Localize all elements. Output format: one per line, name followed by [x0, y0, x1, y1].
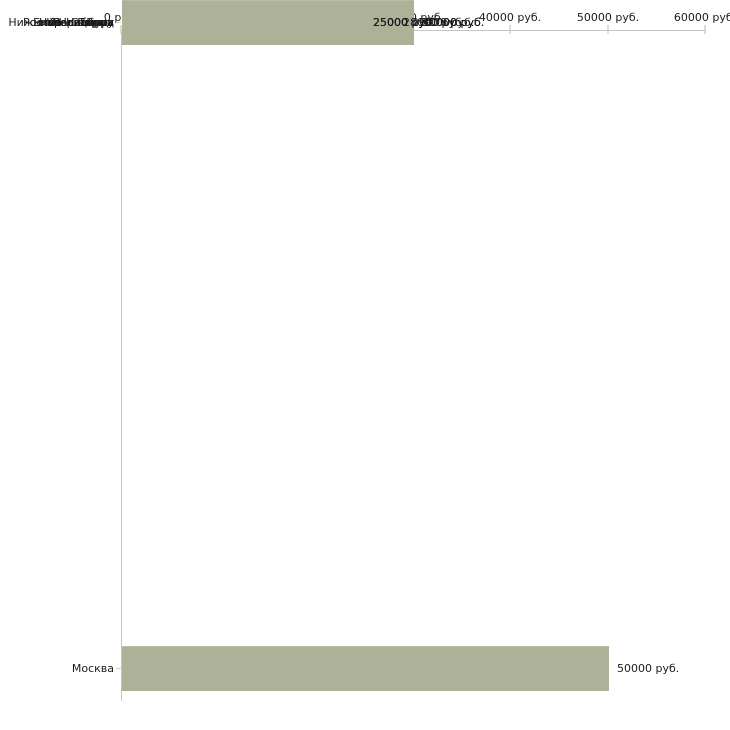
bar [122, 0, 365, 45]
category-label: Самара [70, 16, 114, 29]
category-label: Пермь [77, 16, 114, 29]
value-label: 25000 руб. [373, 16, 436, 29]
value-label: 29000 руб. [412, 16, 475, 29]
value-label: 30000 руб. [422, 16, 485, 29]
category-label: Нижний Новгород [8, 16, 114, 29]
bar [122, 646, 609, 691]
value-label: 30000 руб. [422, 16, 485, 29]
category-label: Ростов-На-Дону [22, 16, 114, 29]
x-tick-mark [509, 25, 511, 34]
x-tick-label: 60000 руб. [673, 11, 730, 24]
y-tick-mark [116, 22, 121, 23]
value-label: 50000 руб. [617, 662, 680, 675]
value-label: 30000 руб. [422, 16, 485, 29]
x-tick-label: 40000 руб. [478, 11, 542, 24]
x-tick-mark [704, 25, 706, 34]
value-label: 25000 руб. [373, 16, 436, 29]
x-tick-mark [607, 25, 609, 34]
x-tick-mark [120, 25, 122, 34]
bar-row: Волгоград 25000 руб. [0, 0, 730, 45]
x-tick-label: 50000 руб. [576, 11, 640, 24]
bar-row: Москва 50000 руб. [0, 646, 730, 691]
value-label: 25000 руб. [373, 16, 436, 29]
y-tick-mark [116, 668, 121, 669]
category-label: Челябинск [52, 16, 114, 29]
category-label: Новосибирск [38, 16, 114, 29]
category-label: Москва [71, 662, 114, 675]
category-label: Екатеринбург [33, 16, 114, 29]
value-label: 28000 руб. [403, 16, 466, 29]
value-label: 25000 руб. [373, 16, 436, 29]
category-label: Волгоград [53, 16, 114, 29]
y-axis-line [121, 30, 122, 701]
category-label: Красноярск [46, 16, 114, 29]
